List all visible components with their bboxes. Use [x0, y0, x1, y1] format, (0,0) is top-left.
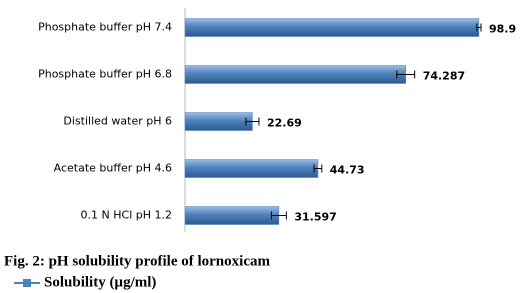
bar: [184, 112, 253, 131]
y-tick-label: Distilled water pH 6: [63, 115, 172, 128]
bar: [184, 18, 480, 37]
bar: [184, 159, 319, 178]
bar: [184, 206, 280, 225]
value-label: 31.597: [294, 211, 336, 224]
value-label: 98.9: [489, 23, 516, 36]
legend-label: Solubility (µg/ml): [44, 274, 156, 290]
y-tick-label: Acetate buffer pH 4.6: [54, 162, 172, 175]
y-tick-label: Phosphate buffer pH 7.4: [38, 21, 172, 34]
legend-marker: [23, 279, 31, 287]
chart-caption: Fig. 2: pH solubility profile of lornoxi…: [4, 253, 270, 269]
y-tick-label: Phosphate buffer pH 6.8: [38, 68, 172, 81]
value-label: 22.69: [267, 117, 302, 130]
y-tick-label: 0.1 N HCl pH 1.2: [81, 209, 172, 222]
value-label: 44.73: [330, 164, 365, 177]
bar: [184, 65, 407, 84]
value-label: 74.287: [423, 70, 465, 83]
